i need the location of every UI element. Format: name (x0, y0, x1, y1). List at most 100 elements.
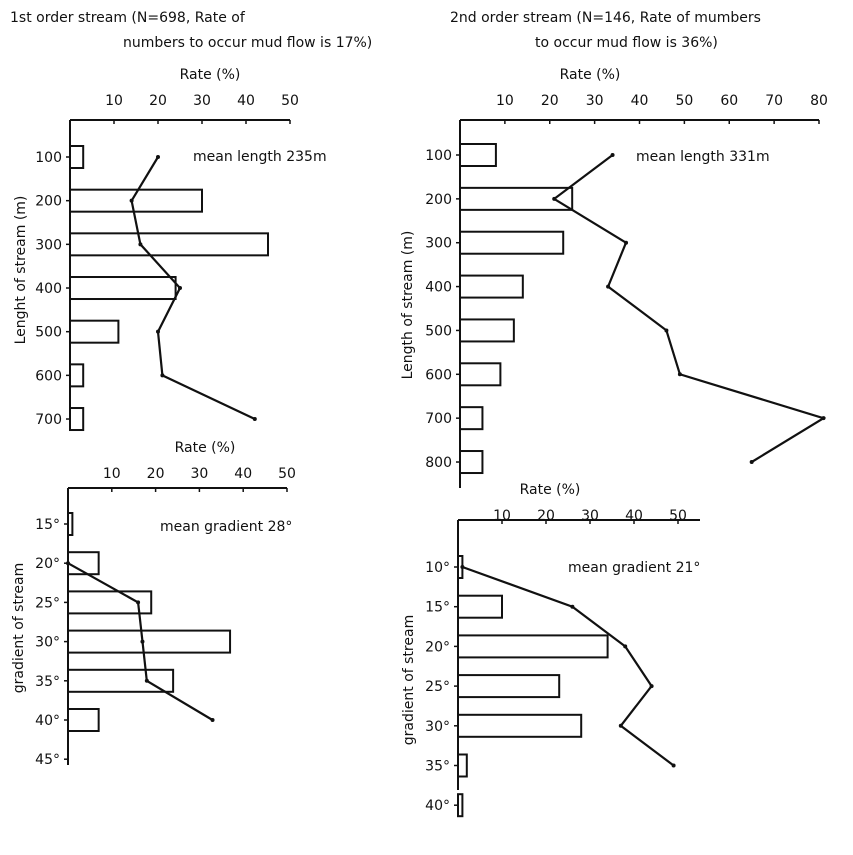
line-point (623, 644, 628, 649)
bar (69, 407, 85, 432)
bar (67, 512, 74, 536)
y-tick-label: 100 (35, 150, 62, 166)
bar (459, 186, 574, 211)
x-tick-label: 10 (493, 508, 511, 524)
y-tick-label: 40° (35, 713, 60, 729)
line-point (460, 565, 465, 569)
mean-annotation: mean gradient 21° (568, 560, 700, 576)
left-heading-line1: 1st order stream (N=698, Rate of (10, 10, 246, 26)
line-point (156, 329, 160, 334)
line-point (671, 763, 676, 768)
line-point (570, 604, 575, 609)
right-heading-line1: 2nd order stream (N=146, Rate of mumbers (450, 10, 761, 26)
y-tick-label: 30° (425, 719, 450, 735)
line-point (606, 284, 611, 289)
y-tick-label: 600 (35, 368, 62, 384)
x-tick-label: 30 (193, 93, 211, 109)
y-tick-label: 200 (425, 192, 452, 208)
line-point (160, 373, 165, 378)
x-tick-label: 40 (237, 93, 255, 109)
bar (69, 232, 269, 257)
y-tick-label: 800 (425, 455, 452, 471)
line-point (136, 600, 141, 605)
y-tick-label: 35° (35, 674, 60, 690)
line-point (178, 286, 182, 291)
x-tick-label: 30 (190, 466, 208, 482)
bar (459, 143, 497, 167)
mean-annotation: mean length 235m (193, 149, 327, 165)
line-point (129, 198, 134, 203)
x-axis-label: Rate (%) (520, 482, 581, 498)
y-tick-label: 700 (425, 411, 452, 427)
chart-panel-length-2nd-order: 10 20 30 40 50 60 70 80 Rate (%) 100 200 300 400 500 6… (400, 67, 828, 488)
x-axis-label: Rate (%) (560, 67, 621, 83)
x-axis-label: Rate (%) (180, 67, 241, 83)
x-tick-label: 40 (234, 466, 252, 482)
bar (459, 230, 565, 255)
x-tick-label: 30 (581, 508, 599, 524)
y-tick-label: 10° (425, 560, 450, 576)
y-axis-label: Lenght of stream (m) (13, 196, 29, 345)
x-tick-label: 20 (149, 93, 167, 109)
y-tick-label: 500 (425, 323, 452, 339)
bar (67, 708, 100, 732)
bar (459, 406, 484, 431)
y-axis-label: gradient of stream (401, 615, 417, 745)
y-tick-label: 100 (425, 148, 452, 164)
bar (459, 362, 502, 387)
bar (69, 276, 177, 301)
line-point (138, 242, 143, 247)
x-tick-label: 40 (625, 508, 643, 524)
mean-annotation: mean gradient 28° (160, 519, 292, 535)
x-tick-label: 10 (105, 93, 123, 109)
x-tick-label: 60 (720, 93, 738, 109)
y-tick-label: 700 (35, 412, 62, 428)
x-tick-label: 50 (281, 93, 299, 109)
x-tick-label: 50 (675, 93, 693, 109)
y-tick-label: 20° (425, 639, 450, 655)
bar (69, 319, 120, 344)
x-tick-label: 20 (541, 93, 559, 109)
line-point (144, 678, 149, 683)
bar (457, 753, 468, 778)
line-point (140, 639, 145, 644)
bar (457, 674, 561, 699)
line-point (66, 561, 70, 566)
chart-panel-gradient-1st-order: 10 20 30 40 50 Rate (%) 15° 20° 25° 30° 35° 40° 45° g… (11, 440, 296, 768)
bar (459, 274, 524, 299)
line-point (664, 328, 669, 333)
y-tick-label: 15° (425, 600, 450, 616)
bar (459, 450, 484, 475)
bar (67, 629, 232, 654)
y-tick-label: 35° (425, 759, 450, 775)
bar (457, 713, 583, 738)
line-point (749, 460, 754, 465)
y-axis-label: Length of stream (m) (400, 231, 416, 380)
series-line (462, 565, 675, 767)
x-tick-label: 20 (147, 466, 165, 482)
line-point (649, 684, 654, 689)
y-axis-label: gradient of stream (11, 563, 27, 693)
y-tick-label: 25° (35, 595, 60, 611)
y-tick-label: 300 (425, 236, 452, 252)
y-tick-label: 200 (35, 194, 62, 210)
x-tick-label: 50 (278, 466, 296, 482)
bar (457, 634, 609, 659)
bar (67, 668, 175, 693)
y-tick-label: 20° (35, 556, 60, 572)
y-tick-label: 15° (35, 517, 60, 533)
y-tick-label: 25° (425, 679, 450, 695)
y-tick-label: 30° (35, 635, 60, 651)
x-tick-label: 80 (810, 93, 828, 109)
chart-panel-length-1st-order: 10 20 30 40 50 Rate (%) 100 200 300 400 500 600 700 L… (13, 67, 327, 432)
bar (457, 594, 503, 619)
line-point (610, 153, 615, 157)
bar (459, 318, 515, 343)
line-point (677, 372, 682, 377)
chart-panel-gradient-2nd-order: 10 20 30 40 50 Rate (%) 10° 15° 20° 25° 30° 35° 40° g… (401, 482, 700, 818)
y-tick-label: 600 (425, 367, 452, 383)
bar (457, 793, 464, 818)
left-heading-line2: numbers to occur mud flow is 17%) (123, 35, 372, 51)
line-point (618, 723, 623, 728)
